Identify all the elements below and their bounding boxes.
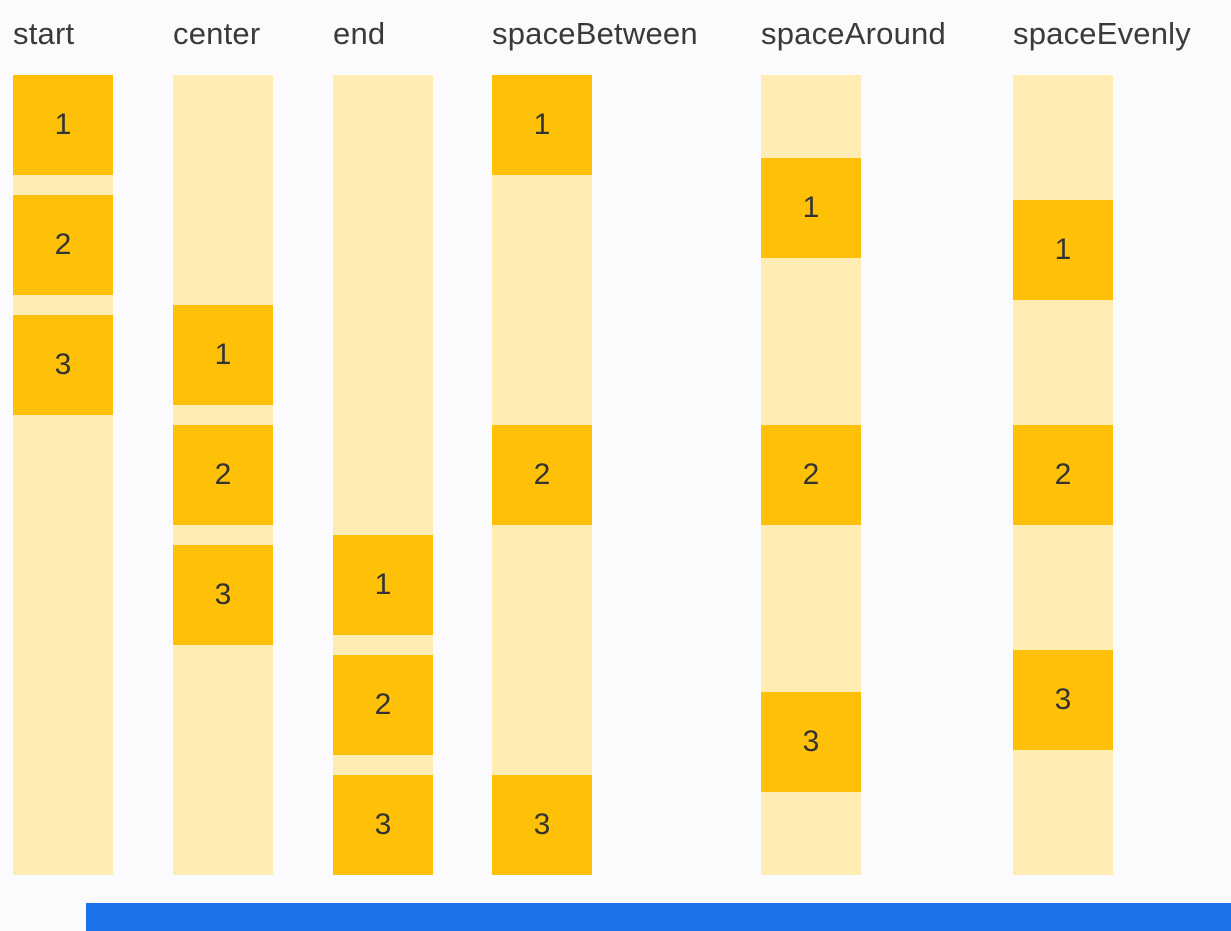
flex-item: 2: [492, 425, 592, 525]
flex-item: 2: [333, 655, 433, 755]
flex-column-spacearound: 1 2 3: [761, 75, 861, 875]
column-group-end: end 1 2 3: [333, 15, 433, 875]
column-group-spacearound: spaceAround 1 2 3: [761, 15, 946, 875]
flex-item: 3: [333, 775, 433, 875]
flex-column-spacebetween: 1 2 3: [492, 75, 592, 875]
flex-column-center: 1 2 3: [173, 75, 273, 875]
flex-item: 1: [13, 75, 113, 175]
column-label-spacearound: spaceAround: [761, 16, 946, 51]
column-group-spaceevenly: spaceEvenly 1 2 3: [1013, 15, 1191, 875]
flex-item-number: 3: [1054, 683, 1072, 716]
flex-item-number: 2: [54, 228, 72, 261]
column-label-start: start: [13, 16, 75, 51]
column-label-center: center: [173, 16, 261, 51]
flex-item: 1: [173, 305, 273, 405]
flex-item-number: 2: [1054, 458, 1072, 491]
flex-item: 2: [761, 424, 861, 525]
flex-item-number: 3: [214, 578, 232, 611]
flex-item: 3: [13, 315, 113, 415]
flex-item: 2: [1013, 425, 1113, 525]
flex-column-start: 1 2 3: [13, 75, 113, 875]
flex-item: 3: [492, 775, 592, 875]
flex-column-spaceevenly: 1 2 3: [1013, 75, 1113, 875]
flex-item: 1: [1013, 200, 1113, 300]
column-group-start: start 1 2 3: [13, 15, 113, 875]
column-group-center: center 1 2 3: [173, 15, 273, 875]
flex-item-number: 3: [54, 348, 72, 381]
flex-item: 3: [761, 691, 861, 792]
flex-item-number: 1: [374, 568, 392, 601]
flex-item-number: 1: [802, 191, 820, 225]
flex-item: 2: [13, 195, 113, 295]
flex-item: 1: [761, 158, 861, 259]
flex-item-number: 2: [374, 688, 392, 721]
flex-item-number: 2: [533, 458, 551, 491]
flex-column-end: 1 2 3: [333, 75, 433, 875]
flex-item: 1: [333, 535, 433, 635]
bottom-progress-bar[interactable]: [86, 903, 1231, 931]
flex-item-number: 2: [214, 458, 232, 491]
flex-item-number: 3: [802, 724, 820, 758]
flex-item: 1: [492, 75, 592, 175]
flex-item-number: 3: [374, 808, 392, 841]
flex-item-number: 1: [1054, 233, 1072, 266]
flex-item-number: 1: [533, 108, 551, 141]
column-label-spaceevenly: spaceEvenly: [1013, 16, 1191, 51]
flex-item-number: 1: [214, 338, 232, 371]
flex-item-number: 2: [802, 457, 820, 491]
column-label-spacebetween: spaceBetween: [492, 16, 698, 51]
flex-item-number: 3: [533, 808, 551, 841]
flex-item: 3: [1013, 650, 1113, 750]
flex-item: 3: [173, 545, 273, 645]
flex-item-number: 1: [54, 108, 72, 141]
flex-item: 2: [173, 425, 273, 525]
column-label-end: end: [333, 16, 386, 51]
column-group-spacebetween: spaceBetween 1 2 3: [492, 15, 698, 875]
